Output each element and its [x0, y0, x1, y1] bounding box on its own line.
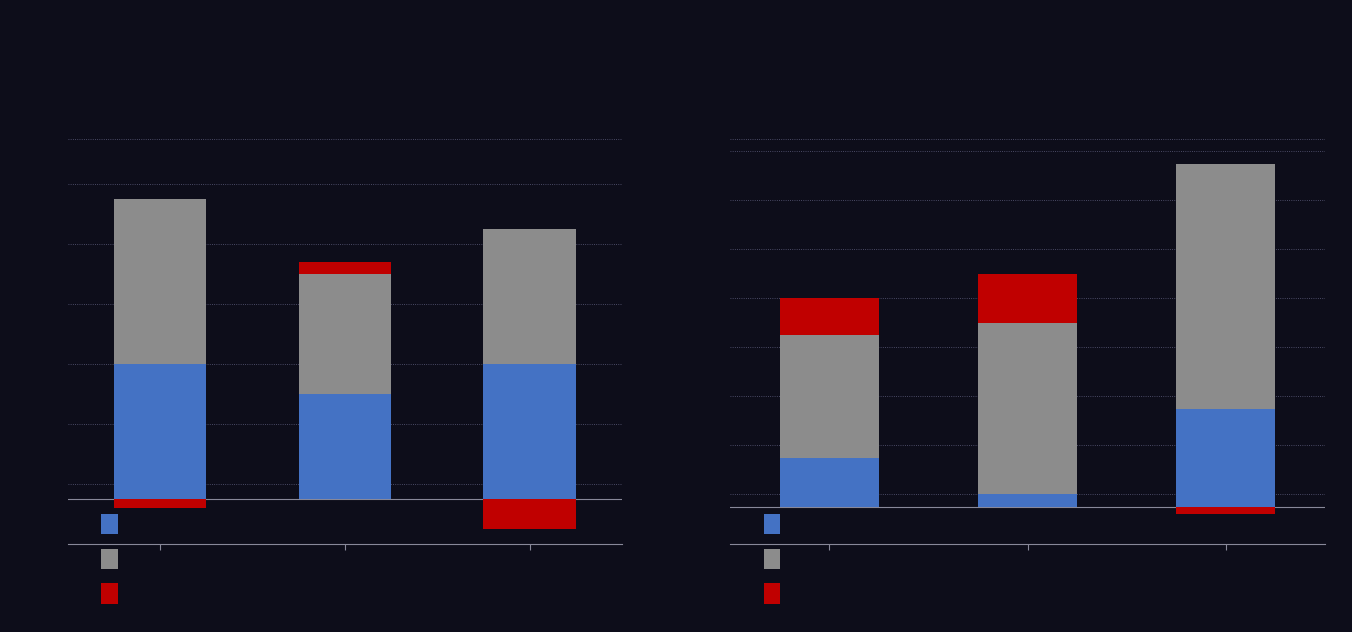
Bar [780, 458, 879, 507]
Bar [977, 494, 1078, 507]
Bar [299, 262, 391, 274]
Bar [977, 274, 1078, 323]
Bar [114, 364, 206, 499]
Bar [977, 323, 1078, 494]
Bar [1176, 164, 1275, 409]
Bar [1176, 507, 1275, 514]
Bar [114, 199, 206, 364]
Bar [114, 499, 206, 507]
Bar [299, 394, 391, 499]
Bar [484, 364, 576, 499]
Bar [780, 335, 879, 458]
Bar [484, 499, 576, 528]
Bar [780, 298, 879, 335]
Bar [299, 274, 391, 394]
Bar [484, 229, 576, 364]
Bar [1176, 409, 1275, 507]
